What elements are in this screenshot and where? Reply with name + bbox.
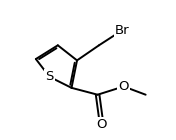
Text: O: O (118, 80, 129, 93)
Text: S: S (45, 70, 54, 83)
Text: O: O (96, 118, 107, 131)
Text: Br: Br (115, 24, 130, 37)
